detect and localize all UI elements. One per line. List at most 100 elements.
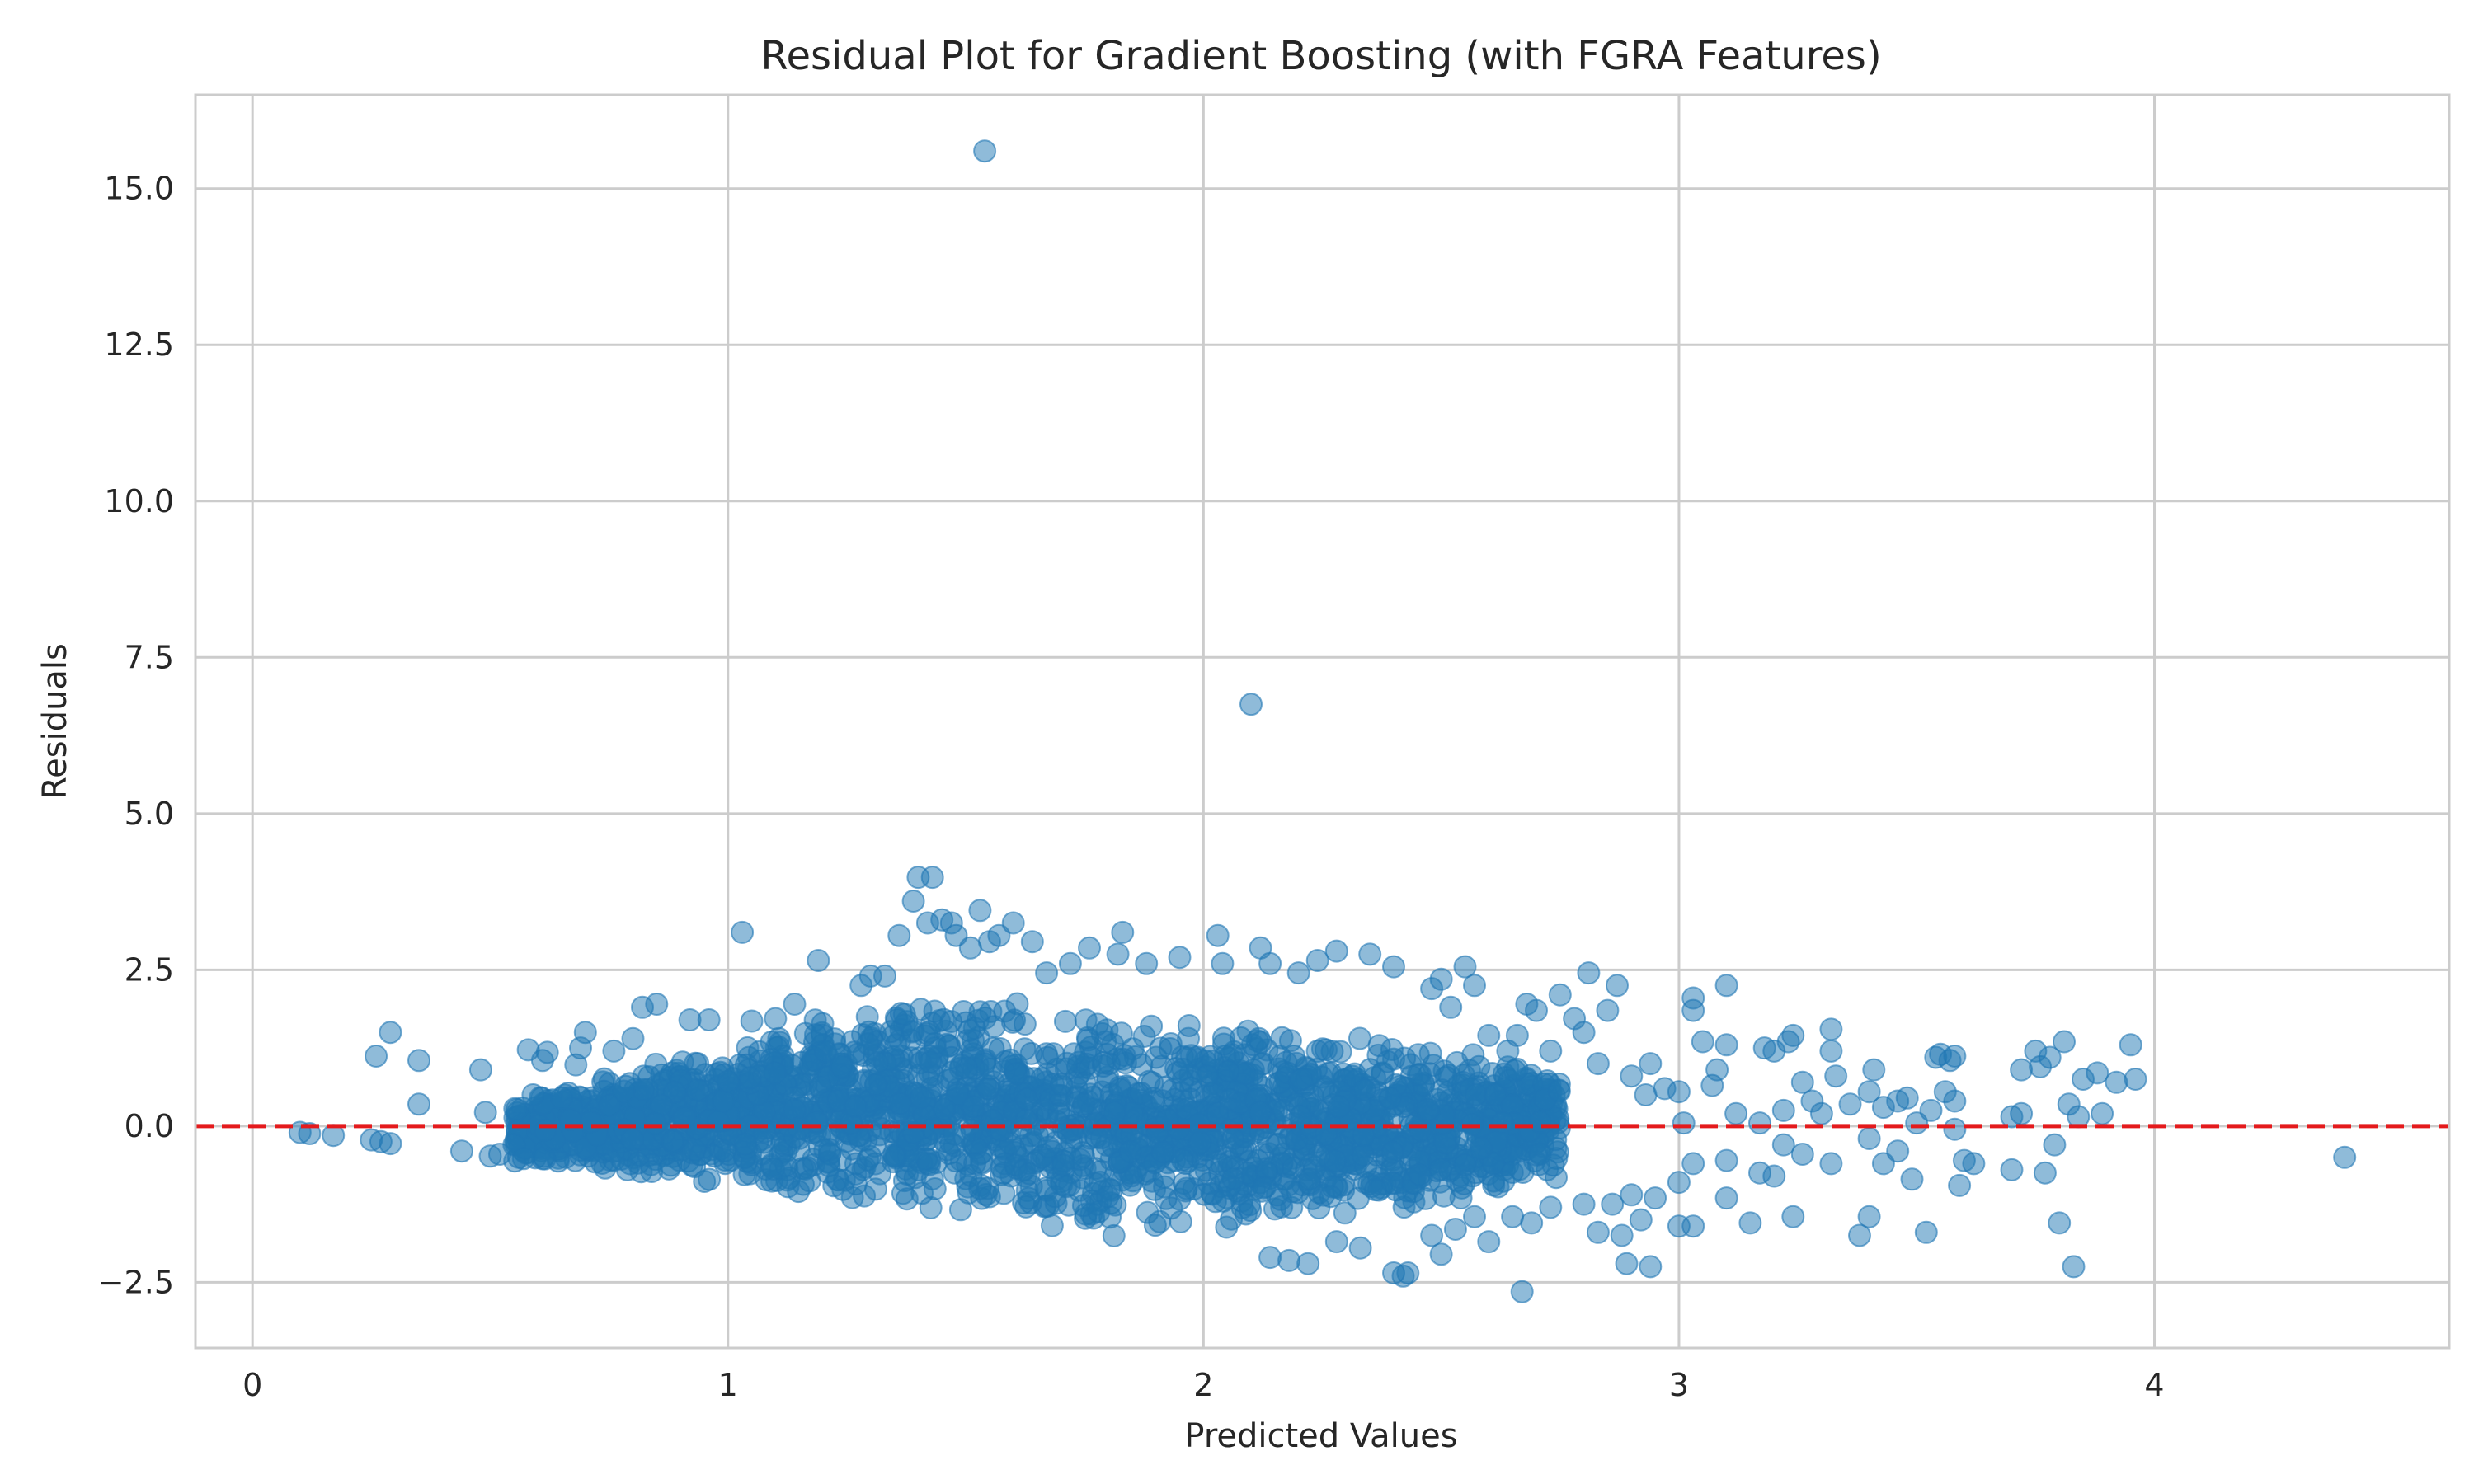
scatter-point bbox=[901, 890, 925, 913]
scatter-point bbox=[923, 999, 947, 1023]
scatter-point bbox=[1430, 1078, 1454, 1102]
scatter-point bbox=[379, 1021, 402, 1045]
scatter-point bbox=[1143, 1214, 1167, 1237]
scatter-point bbox=[1333, 1201, 1357, 1225]
scatter-point bbox=[1672, 1111, 1696, 1135]
scatter-point bbox=[919, 1195, 943, 1219]
scatter-point bbox=[612, 1079, 636, 1103]
scatter-point bbox=[1948, 1173, 1972, 1197]
scatter-point bbox=[1510, 1280, 1534, 1303]
scatter-point bbox=[1586, 1220, 1610, 1244]
chart-title: Residual Plot for Gradient Boosting (wit… bbox=[760, 33, 1881, 79]
scatter-point bbox=[783, 993, 807, 1016]
scatter-point bbox=[1790, 1143, 1814, 1166]
scatter-point bbox=[1862, 1058, 1886, 1082]
scatter-point bbox=[1378, 1087, 1402, 1111]
scatter-point bbox=[2105, 1070, 2128, 1094]
scatter-point bbox=[1547, 1079, 1571, 1103]
scatter-point bbox=[2033, 1161, 2057, 1185]
scatter-point bbox=[1382, 1261, 1405, 1284]
scatter-point bbox=[1691, 1030, 1714, 1054]
scatter-point bbox=[989, 1119, 1013, 1142]
scatter-point bbox=[1211, 1189, 1235, 1213]
scatter-point bbox=[1919, 1098, 1943, 1122]
scatter-point bbox=[1453, 1153, 1477, 1176]
scatter-point bbox=[1020, 930, 1044, 954]
scatter-point bbox=[731, 920, 755, 944]
scatter-point bbox=[1078, 936, 1101, 960]
scatter-point bbox=[1429, 1242, 1453, 1266]
scatter-point bbox=[521, 1083, 545, 1106]
scatter-point bbox=[620, 1128, 644, 1151]
x-tick-label: 4 bbox=[2144, 1367, 2164, 1403]
x-tick-label: 1 bbox=[718, 1367, 738, 1403]
scatter-point bbox=[407, 1049, 430, 1073]
scatter-point bbox=[1615, 1252, 1639, 1275]
scatter-point bbox=[1358, 1058, 1382, 1082]
scatter-point bbox=[1091, 1051, 1115, 1074]
scatter-point bbox=[1463, 974, 1486, 998]
scatter-point bbox=[1305, 949, 1329, 972]
scatter-point bbox=[1520, 1211, 1544, 1235]
scatter-point bbox=[1177, 1014, 1201, 1037]
scatter-point bbox=[1221, 1167, 1245, 1190]
scatter-point bbox=[2053, 1030, 2076, 1054]
scatter-point bbox=[920, 1167, 944, 1190]
scatter-point bbox=[1572, 1192, 1596, 1216]
scatter-point bbox=[1639, 1255, 1663, 1279]
scatter-point bbox=[1072, 1092, 1096, 1116]
scatter-point bbox=[869, 1116, 893, 1140]
scatter-point bbox=[1324, 1230, 1348, 1254]
scatter-point bbox=[1667, 1171, 1691, 1195]
scatter-point bbox=[1620, 1064, 1644, 1088]
scatter-point bbox=[379, 1132, 402, 1156]
scatter-point bbox=[1470, 1137, 1493, 1160]
scatter-point bbox=[365, 1045, 388, 1068]
scatter-point bbox=[873, 964, 896, 988]
scatter-point bbox=[550, 1086, 573, 1110]
scatter-point bbox=[962, 1095, 985, 1119]
scatter-point bbox=[1288, 1105, 1312, 1129]
scatter-point bbox=[1278, 1029, 1302, 1053]
scatter-point bbox=[763, 1061, 787, 1085]
scatter-point bbox=[678, 1008, 702, 1031]
scatter-point bbox=[1168, 946, 1192, 970]
y-tick-label: 7.5 bbox=[125, 639, 174, 675]
scatter-point bbox=[1149, 1036, 1173, 1060]
scatter-point bbox=[1610, 1223, 1634, 1247]
scatter-point bbox=[645, 993, 669, 1016]
scatter-point bbox=[963, 1152, 986, 1176]
scatter-point bbox=[602, 1039, 626, 1063]
scatter-point bbox=[1620, 1183, 1644, 1207]
scatter-point bbox=[932, 1097, 956, 1121]
scatter-point bbox=[1644, 1186, 1667, 1210]
scatter-point bbox=[1290, 1067, 1314, 1091]
scatter-point bbox=[864, 1073, 888, 1097]
scatter-point bbox=[1943, 1117, 1967, 1141]
scatter-point bbox=[1055, 1051, 1079, 1075]
scatter-point bbox=[1439, 995, 1463, 1019]
scatter-point bbox=[685, 1078, 709, 1102]
scatter-point bbox=[1393, 1046, 1417, 1070]
scatter-point bbox=[1943, 1089, 1967, 1113]
scatter-point bbox=[807, 949, 830, 972]
scatter-point bbox=[1408, 1162, 1432, 1186]
y-tick-label: 0.0 bbox=[125, 1108, 174, 1144]
scatter-point bbox=[1258, 1246, 1282, 1270]
scatter-point bbox=[887, 923, 911, 947]
scatter-point bbox=[1324, 939, 1348, 963]
scatter-point bbox=[1886, 1139, 1910, 1163]
scatter-point bbox=[1019, 1041, 1043, 1065]
scatter-point bbox=[1035, 961, 1059, 985]
scatter-point bbox=[1714, 1148, 1738, 1172]
scatter-point bbox=[844, 1095, 868, 1118]
scatter-point bbox=[643, 1111, 667, 1135]
scatter-point bbox=[1432, 1184, 1456, 1208]
scatter-point bbox=[1857, 1205, 1881, 1228]
scatter-point bbox=[1819, 1152, 1843, 1176]
scatter-point bbox=[1416, 1098, 1440, 1121]
y-tick-label: 15.0 bbox=[104, 171, 174, 207]
scatter-point bbox=[1639, 1052, 1663, 1076]
scatter-point bbox=[882, 1144, 906, 1168]
